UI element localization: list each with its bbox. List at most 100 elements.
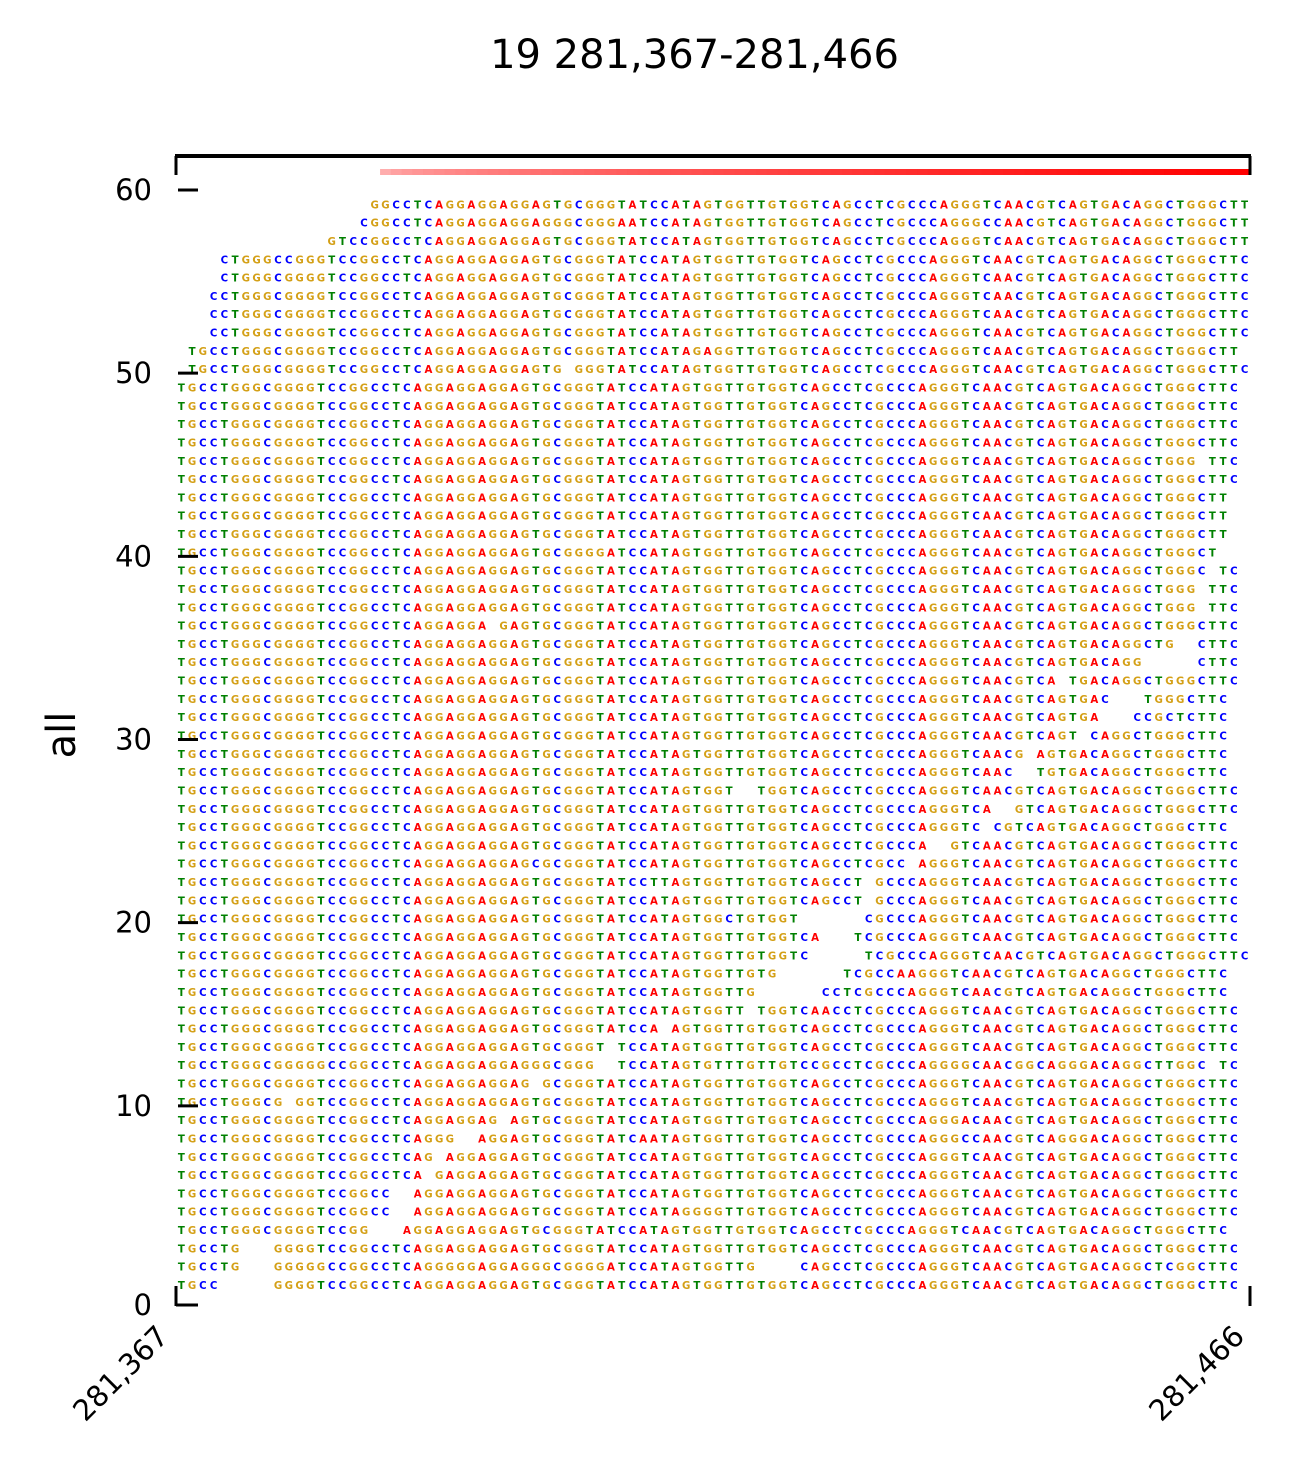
base-t: T bbox=[1166, 951, 1173, 962]
base-g: G bbox=[295, 768, 303, 779]
base-g: G bbox=[1133, 1098, 1141, 1109]
base-c: C bbox=[371, 1171, 378, 1182]
base-t: T bbox=[318, 988, 325, 999]
base-g: G bbox=[1122, 970, 1130, 981]
base-a: A bbox=[478, 750, 486, 761]
base-c: C bbox=[844, 1006, 851, 1017]
base-g: G bbox=[1165, 493, 1173, 504]
base-g: G bbox=[231, 896, 239, 907]
base-a: A bbox=[671, 512, 679, 523]
base-a: A bbox=[478, 713, 486, 724]
base-t: T bbox=[736, 970, 743, 981]
base-c: C bbox=[554, 732, 561, 743]
base-t: T bbox=[693, 786, 700, 797]
base-t: T bbox=[736, 622, 743, 633]
base-c: C bbox=[908, 622, 915, 633]
base-g: G bbox=[950, 933, 958, 944]
base-a: A bbox=[478, 823, 486, 834]
base-g: G bbox=[703, 786, 711, 797]
base-g: G bbox=[575, 1080, 583, 1091]
base-c: C bbox=[382, 1043, 389, 1054]
base-t: T bbox=[618, 896, 625, 907]
base-c: C bbox=[1230, 438, 1237, 449]
base-t: T bbox=[178, 1006, 185, 1017]
base-g: G bbox=[252, 933, 260, 944]
base-g: G bbox=[188, 1244, 196, 1255]
base-a: A bbox=[650, 677, 658, 688]
base-c: C bbox=[865, 402, 872, 413]
base-g: G bbox=[1187, 1098, 1195, 1109]
base-a: A bbox=[478, 1061, 486, 1072]
base-c: C bbox=[339, 933, 346, 944]
base-g: G bbox=[1176, 622, 1184, 633]
base-g: G bbox=[1112, 970, 1120, 981]
base-g: G bbox=[521, 786, 529, 797]
base-g: G bbox=[779, 530, 787, 541]
base-c: C bbox=[854, 1226, 861, 1237]
base-c: C bbox=[897, 915, 904, 926]
base-t: T bbox=[597, 915, 604, 926]
base-a: A bbox=[1090, 786, 1098, 797]
base-a: A bbox=[607, 622, 615, 633]
base-t: T bbox=[844, 970, 851, 981]
base-g: G bbox=[467, 713, 475, 724]
base-t: T bbox=[726, 1226, 733, 1237]
base-t: T bbox=[726, 1208, 733, 1219]
base-g: G bbox=[424, 1134, 432, 1145]
base-c: C bbox=[844, 1080, 851, 1091]
base-g: G bbox=[521, 860, 529, 871]
base-t: T bbox=[597, 732, 604, 743]
base-t: T bbox=[736, 1098, 743, 1109]
base-g: G bbox=[1187, 402, 1195, 413]
base-g: G bbox=[585, 530, 593, 541]
base-t: T bbox=[736, 1043, 743, 1054]
base-t: T bbox=[1209, 732, 1216, 743]
base-a: A bbox=[811, 1043, 819, 1054]
base-c: C bbox=[1187, 970, 1194, 981]
coverage-segment bbox=[798, 169, 811, 175]
base-g: G bbox=[961, 951, 969, 962]
base-t: T bbox=[736, 658, 743, 669]
base-t: T bbox=[221, 1061, 228, 1072]
base-c: C bbox=[876, 1226, 883, 1237]
base-t: T bbox=[769, 1061, 776, 1072]
base-g: G bbox=[489, 860, 497, 871]
base-c: C bbox=[1101, 438, 1108, 449]
base-g: G bbox=[682, 970, 690, 981]
base-g: G bbox=[1155, 695, 1163, 706]
base-t: T bbox=[618, 915, 625, 926]
base-g: G bbox=[231, 658, 239, 669]
base-t: T bbox=[790, 402, 797, 413]
base-g: G bbox=[435, 585, 443, 596]
coverage-segment bbox=[390, 169, 403, 175]
base-g: G bbox=[521, 1208, 529, 1219]
base-c: C bbox=[629, 823, 636, 834]
base-g: G bbox=[285, 365, 293, 376]
base-c: C bbox=[371, 658, 378, 669]
base-g: G bbox=[1133, 1061, 1141, 1072]
base-a: A bbox=[446, 383, 454, 394]
base-a: A bbox=[983, 1134, 991, 1145]
base-c: C bbox=[371, 1189, 378, 1200]
base-t: T bbox=[962, 823, 969, 834]
base-g: G bbox=[252, 383, 260, 394]
base-c: C bbox=[382, 713, 389, 724]
base-a: A bbox=[983, 933, 991, 944]
coverage-segment bbox=[927, 169, 940, 175]
base-g: G bbox=[306, 420, 314, 431]
base-t: T bbox=[962, 1244, 969, 1255]
base-t: T bbox=[661, 530, 668, 541]
base-a: A bbox=[1090, 438, 1098, 449]
base-g: G bbox=[1122, 732, 1130, 743]
base-t: T bbox=[597, 658, 604, 669]
base-a: A bbox=[607, 402, 615, 413]
base-c: C bbox=[972, 1208, 979, 1219]
base-g: G bbox=[456, 786, 464, 797]
base-a: A bbox=[1080, 988, 1088, 999]
base-g: G bbox=[252, 438, 260, 449]
base-c: C bbox=[403, 530, 410, 541]
base-t: T bbox=[661, 658, 668, 669]
base-t: T bbox=[1026, 383, 1033, 394]
base-g: G bbox=[703, 988, 711, 999]
